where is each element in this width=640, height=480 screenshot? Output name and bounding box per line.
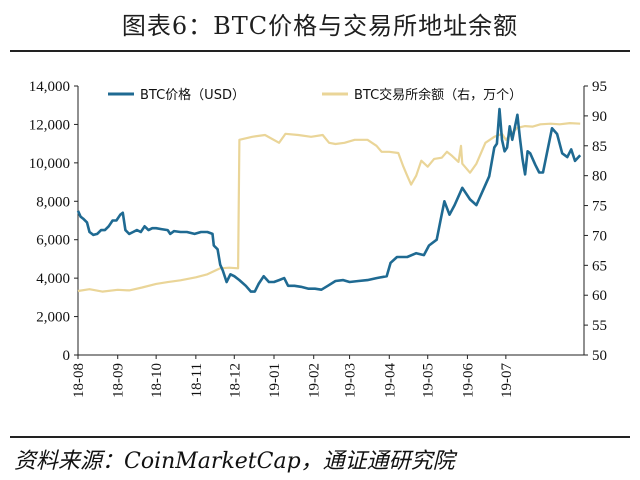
source-rule bbox=[10, 436, 630, 438]
source-note: 资料来源：CoinMarketCap，通证通研究院 bbox=[14, 449, 455, 474]
y-left-tick-label: 0 bbox=[63, 348, 71, 364]
y-right-tick-label: 60 bbox=[592, 288, 607, 304]
x-tick-label: 19-07 bbox=[499, 363, 515, 398]
x-tick-label: 18-10 bbox=[149, 363, 165, 398]
y-right-tick-label: 70 bbox=[592, 228, 607, 244]
y-right-tick-label: 95 bbox=[592, 79, 607, 95]
balance-series-line bbox=[77, 122, 581, 293]
chart-series bbox=[76, 107, 582, 293]
x-tick-label: 19-02 bbox=[307, 363, 323, 398]
y-left-tick-label: 14,000 bbox=[29, 79, 70, 95]
y-right-tick-label: 80 bbox=[592, 169, 607, 185]
y-right-tick-label: 50 bbox=[592, 348, 607, 364]
y-right-tick-label: 85 bbox=[592, 139, 607, 155]
y-left-tick-label: 2,000 bbox=[36, 310, 70, 326]
x-tick-label: 19-03 bbox=[343, 363, 359, 398]
x-tick-label: 19-06 bbox=[460, 363, 476, 398]
y-left-tick-label: 4,000 bbox=[36, 271, 70, 287]
x-tick-label: 19-01 bbox=[267, 363, 283, 398]
legend-price-label: BTC价格（USD） bbox=[140, 87, 245, 103]
price-series-line bbox=[76, 107, 582, 293]
x-tick-label: 19-04 bbox=[382, 363, 398, 398]
y-right-tick-label: 90 bbox=[592, 109, 607, 125]
y-left-tick-label: 12,000 bbox=[29, 117, 70, 133]
x-tick-label: 18-11 bbox=[189, 363, 205, 397]
chart-axes: 0 2,000 4,000 6,000 8,000 10,000 12,000 14,000 5… bbox=[29, 79, 607, 398]
y-right-tick-label: 55 bbox=[592, 318, 607, 334]
x-tick-label: 19-05 bbox=[421, 363, 437, 398]
x-tick-label: 18-09 bbox=[111, 363, 127, 398]
y-left-tick-label: 6,000 bbox=[36, 233, 70, 249]
btc-chart: 0 2,000 4,000 6,000 8,000 10,000 12,000 14,000 5… bbox=[29, 79, 607, 398]
title-rule bbox=[10, 50, 630, 52]
legend-balance-label: BTC交易所余额（右，万个） bbox=[354, 87, 522, 103]
x-tick-label: 18-08 bbox=[71, 363, 87, 398]
page-title: 图表6：BTC价格与交易所地址余额 bbox=[121, 12, 519, 40]
x-tick-label: 18-12 bbox=[227, 363, 243, 398]
chart-legend: BTC价格（USD） BTC交易所余额（右，万个） bbox=[108, 87, 522, 103]
y-left-tick-label: 10,000 bbox=[29, 156, 70, 172]
y-right-tick-label: 65 bbox=[592, 258, 607, 274]
y-left-tick-label: 8,000 bbox=[36, 194, 70, 210]
y-right-tick-label: 75 bbox=[592, 199, 607, 215]
